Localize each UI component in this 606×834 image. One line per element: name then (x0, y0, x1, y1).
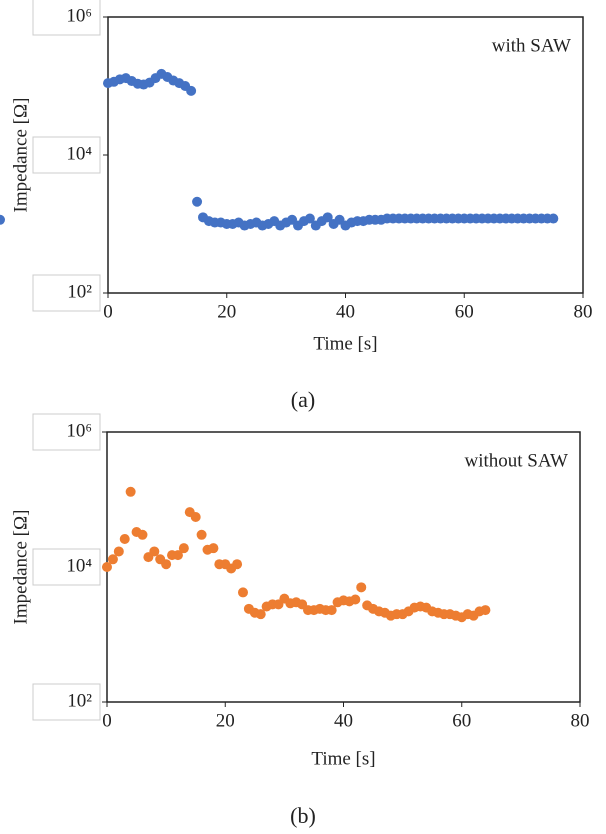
x-tick-label: 60 (455, 301, 474, 322)
annotation: with SAW (492, 35, 571, 56)
point (237, 587, 248, 598)
tick-label-box (32, 413, 101, 451)
point (192, 196, 203, 207)
point (161, 559, 172, 570)
point (190, 512, 201, 523)
x-tick-label: 80 (571, 710, 590, 731)
y-tick-label: 10² (67, 281, 92, 302)
point (102, 562, 112, 572)
x-tick-label: 80 (574, 301, 593, 322)
point (178, 543, 189, 554)
tick-label-box (32, 274, 101, 312)
caption: (b) (290, 803, 316, 828)
x-tick-label: 40 (334, 710, 353, 731)
caption: (a) (291, 387, 315, 412)
point (208, 543, 219, 554)
tick-label-box (32, 683, 101, 721)
x-tick-label: 20 (216, 710, 235, 731)
y-tick-label: 10⁴ (66, 143, 92, 164)
point (186, 85, 197, 96)
tick-label-box (32, 548, 101, 586)
x-tick-label: 20 (217, 301, 236, 322)
y-axis-label: Impedance [Ω] (10, 510, 31, 625)
point (350, 594, 361, 605)
point (196, 529, 207, 540)
point (356, 582, 367, 593)
x-tick-label: 60 (452, 710, 471, 731)
point (107, 554, 118, 565)
y-tick-label: 10² (67, 690, 92, 711)
point (304, 213, 315, 224)
point (232, 559, 243, 570)
plot-area (106, 431, 581, 703)
tick-label-box (32, 0, 101, 36)
y-tick-label: 10⁶ (66, 420, 92, 441)
y-tick-label: 10⁴ (66, 555, 92, 576)
point (480, 605, 491, 616)
x-tick-label: 0 (103, 301, 113, 322)
tick-label-box (32, 136, 101, 174)
point (125, 486, 136, 497)
point (0, 214, 5, 225)
point (149, 546, 160, 557)
x-tick-label: 0 (102, 710, 112, 731)
x-axis-label: Time [s] (311, 748, 375, 769)
point (548, 213, 559, 224)
point (172, 550, 183, 561)
y-tick-label: 10⁶ (66, 5, 92, 26)
point (119, 533, 130, 544)
point (326, 605, 337, 616)
point (322, 212, 333, 223)
point (137, 529, 148, 540)
y-axis-label: Impedance [Ω] (10, 98, 31, 213)
x-tick-label: 40 (336, 301, 355, 322)
x-axis-label: Time [s] (313, 333, 377, 354)
point (255, 609, 266, 620)
annotation: without SAW (464, 450, 568, 471)
plot-area (107, 16, 584, 294)
point (113, 546, 124, 557)
